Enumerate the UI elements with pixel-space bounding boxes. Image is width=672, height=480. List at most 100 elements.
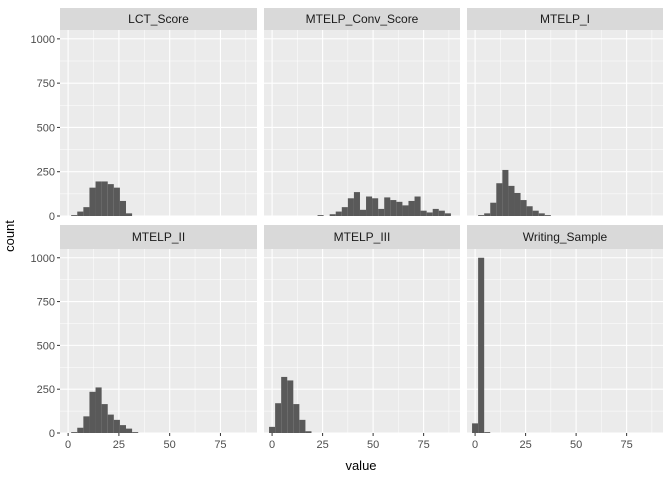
histogram-bar [408, 200, 415, 216]
facet-strip [467, 225, 663, 249]
facet-MTELP_I: MTELP_I [467, 8, 663, 217]
facet-strip-label: MTELP_Conv_Score [306, 12, 419, 26]
histogram-bar [444, 213, 451, 216]
y-tick-label: 0 [49, 428, 55, 440]
x-tick-label: 0 [65, 439, 71, 451]
histogram-bar [484, 213, 491, 216]
x-tick-label: 50 [164, 439, 176, 451]
histogram-bar [384, 197, 391, 216]
y-tick-label: 1000 [31, 34, 55, 46]
histogram-bar [396, 201, 403, 216]
y-tick-label: 250 [37, 384, 55, 396]
facet-MTELP_II: MTELP_II [60, 225, 257, 434]
facet-strip-label: LCT_Score [128, 12, 189, 26]
histogram-bar [366, 196, 373, 216]
histogram-bar [478, 257, 485, 433]
histogram-bar [83, 207, 90, 216]
facet-LCT_Score: LCT_Score [60, 8, 257, 217]
histogram-bar [359, 209, 367, 216]
facet-strip [264, 225, 460, 249]
histogram-bar [281, 376, 288, 433]
histogram-bar [372, 198, 379, 216]
y-tick-label: 750 [37, 78, 55, 90]
histogram-bar [317, 215, 324, 216]
facet-panels: LCT_Score MTELP_Conv_Score MTELP_I MTELP_II… [60, 8, 663, 434]
facet-strip [264, 8, 460, 30]
histogram-bar [119, 425, 127, 433]
facet-strip-label: MTELP_II [132, 230, 185, 244]
histogram-bar [508, 185, 515, 216]
histogram-bar [426, 212, 433, 216]
facet-strip-label: MTELP_III [334, 230, 391, 244]
y-tick-label: 250 [37, 167, 55, 179]
histogram-bar [77, 211, 84, 216]
histogram-bar [89, 391, 96, 433]
facet-strip [60, 225, 257, 249]
histogram-bar [335, 211, 342, 216]
histogram-bar [95, 387, 102, 433]
y-tick-label: 750 [37, 297, 55, 309]
histogram-bar [420, 210, 427, 216]
x-tick-label: 25 [113, 439, 125, 451]
histogram-bar [532, 210, 539, 216]
histogram-bar [502, 169, 509, 216]
x-tick-label: 0 [472, 439, 478, 451]
histogram-bar [287, 380, 294, 433]
histogram-bar [414, 196, 421, 216]
histogram-bar [496, 183, 503, 216]
histogram-bar [390, 200, 397, 216]
y-tick-label: 500 [37, 122, 55, 134]
histogram-bar [89, 187, 96, 216]
histogram-bar [126, 428, 133, 433]
y-tick-label: 500 [37, 340, 55, 352]
histogram-bar [538, 213, 545, 216]
histogram-bar [484, 432, 491, 433]
facet-strip [467, 8, 663, 30]
panel-background [467, 249, 663, 433]
facet-Writing_Sample: Writing_Sample [467, 225, 663, 434]
histogram-bar [101, 404, 108, 433]
panel-background [264, 30, 460, 216]
x-tick-label: 25 [519, 439, 531, 451]
histogram-bar [478, 215, 485, 216]
histogram-bar [126, 213, 133, 216]
histogram-bar [83, 416, 90, 433]
y-axis-title: count [2, 220, 17, 252]
histogram-bar [432, 208, 439, 216]
histogram-bar [472, 423, 479, 433]
histogram-bar [119, 200, 127, 216]
histogram-bar [101, 181, 108, 216]
histogram-bar [95, 181, 102, 216]
histogram-bar [71, 215, 78, 216]
histogram-bar [329, 214, 336, 216]
histogram-bar [378, 208, 385, 216]
x-tick-label: 75 [621, 439, 633, 451]
histogram-bar [402, 205, 409, 216]
histogram-bar [341, 207, 348, 216]
histogram-bar [71, 432, 78, 433]
facet-MTELP_Conv_Score: MTELP_Conv_Score [264, 8, 460, 217]
histogram-bar [77, 427, 84, 433]
x-tick-label: 50 [367, 439, 379, 451]
histogram-bar [526, 206, 533, 216]
histogram-bar [275, 403, 282, 433]
histogram-bar [490, 202, 497, 216]
histogram-bar [293, 404, 300, 433]
facet-MTELP_III: MTELP_III [264, 225, 460, 434]
x-tick-label: 75 [418, 439, 430, 451]
x-tick-label: 25 [316, 439, 328, 451]
histogram-bar [347, 198, 354, 216]
histogram-bar [520, 200, 527, 216]
histogram-bar [132, 432, 139, 433]
histogram-bar [269, 426, 276, 433]
x-tick-label: 75 [214, 439, 226, 451]
histogram-bar [438, 210, 445, 216]
y-tick-label: 1000 [31, 253, 55, 265]
histogram-bar [353, 192, 360, 216]
histogram-bar [113, 187, 120, 216]
histogram-bar [299, 419, 306, 433]
facet-strip-label: Writing_Sample [523, 230, 608, 244]
facet-strip-label: MTELP_I [540, 12, 590, 26]
